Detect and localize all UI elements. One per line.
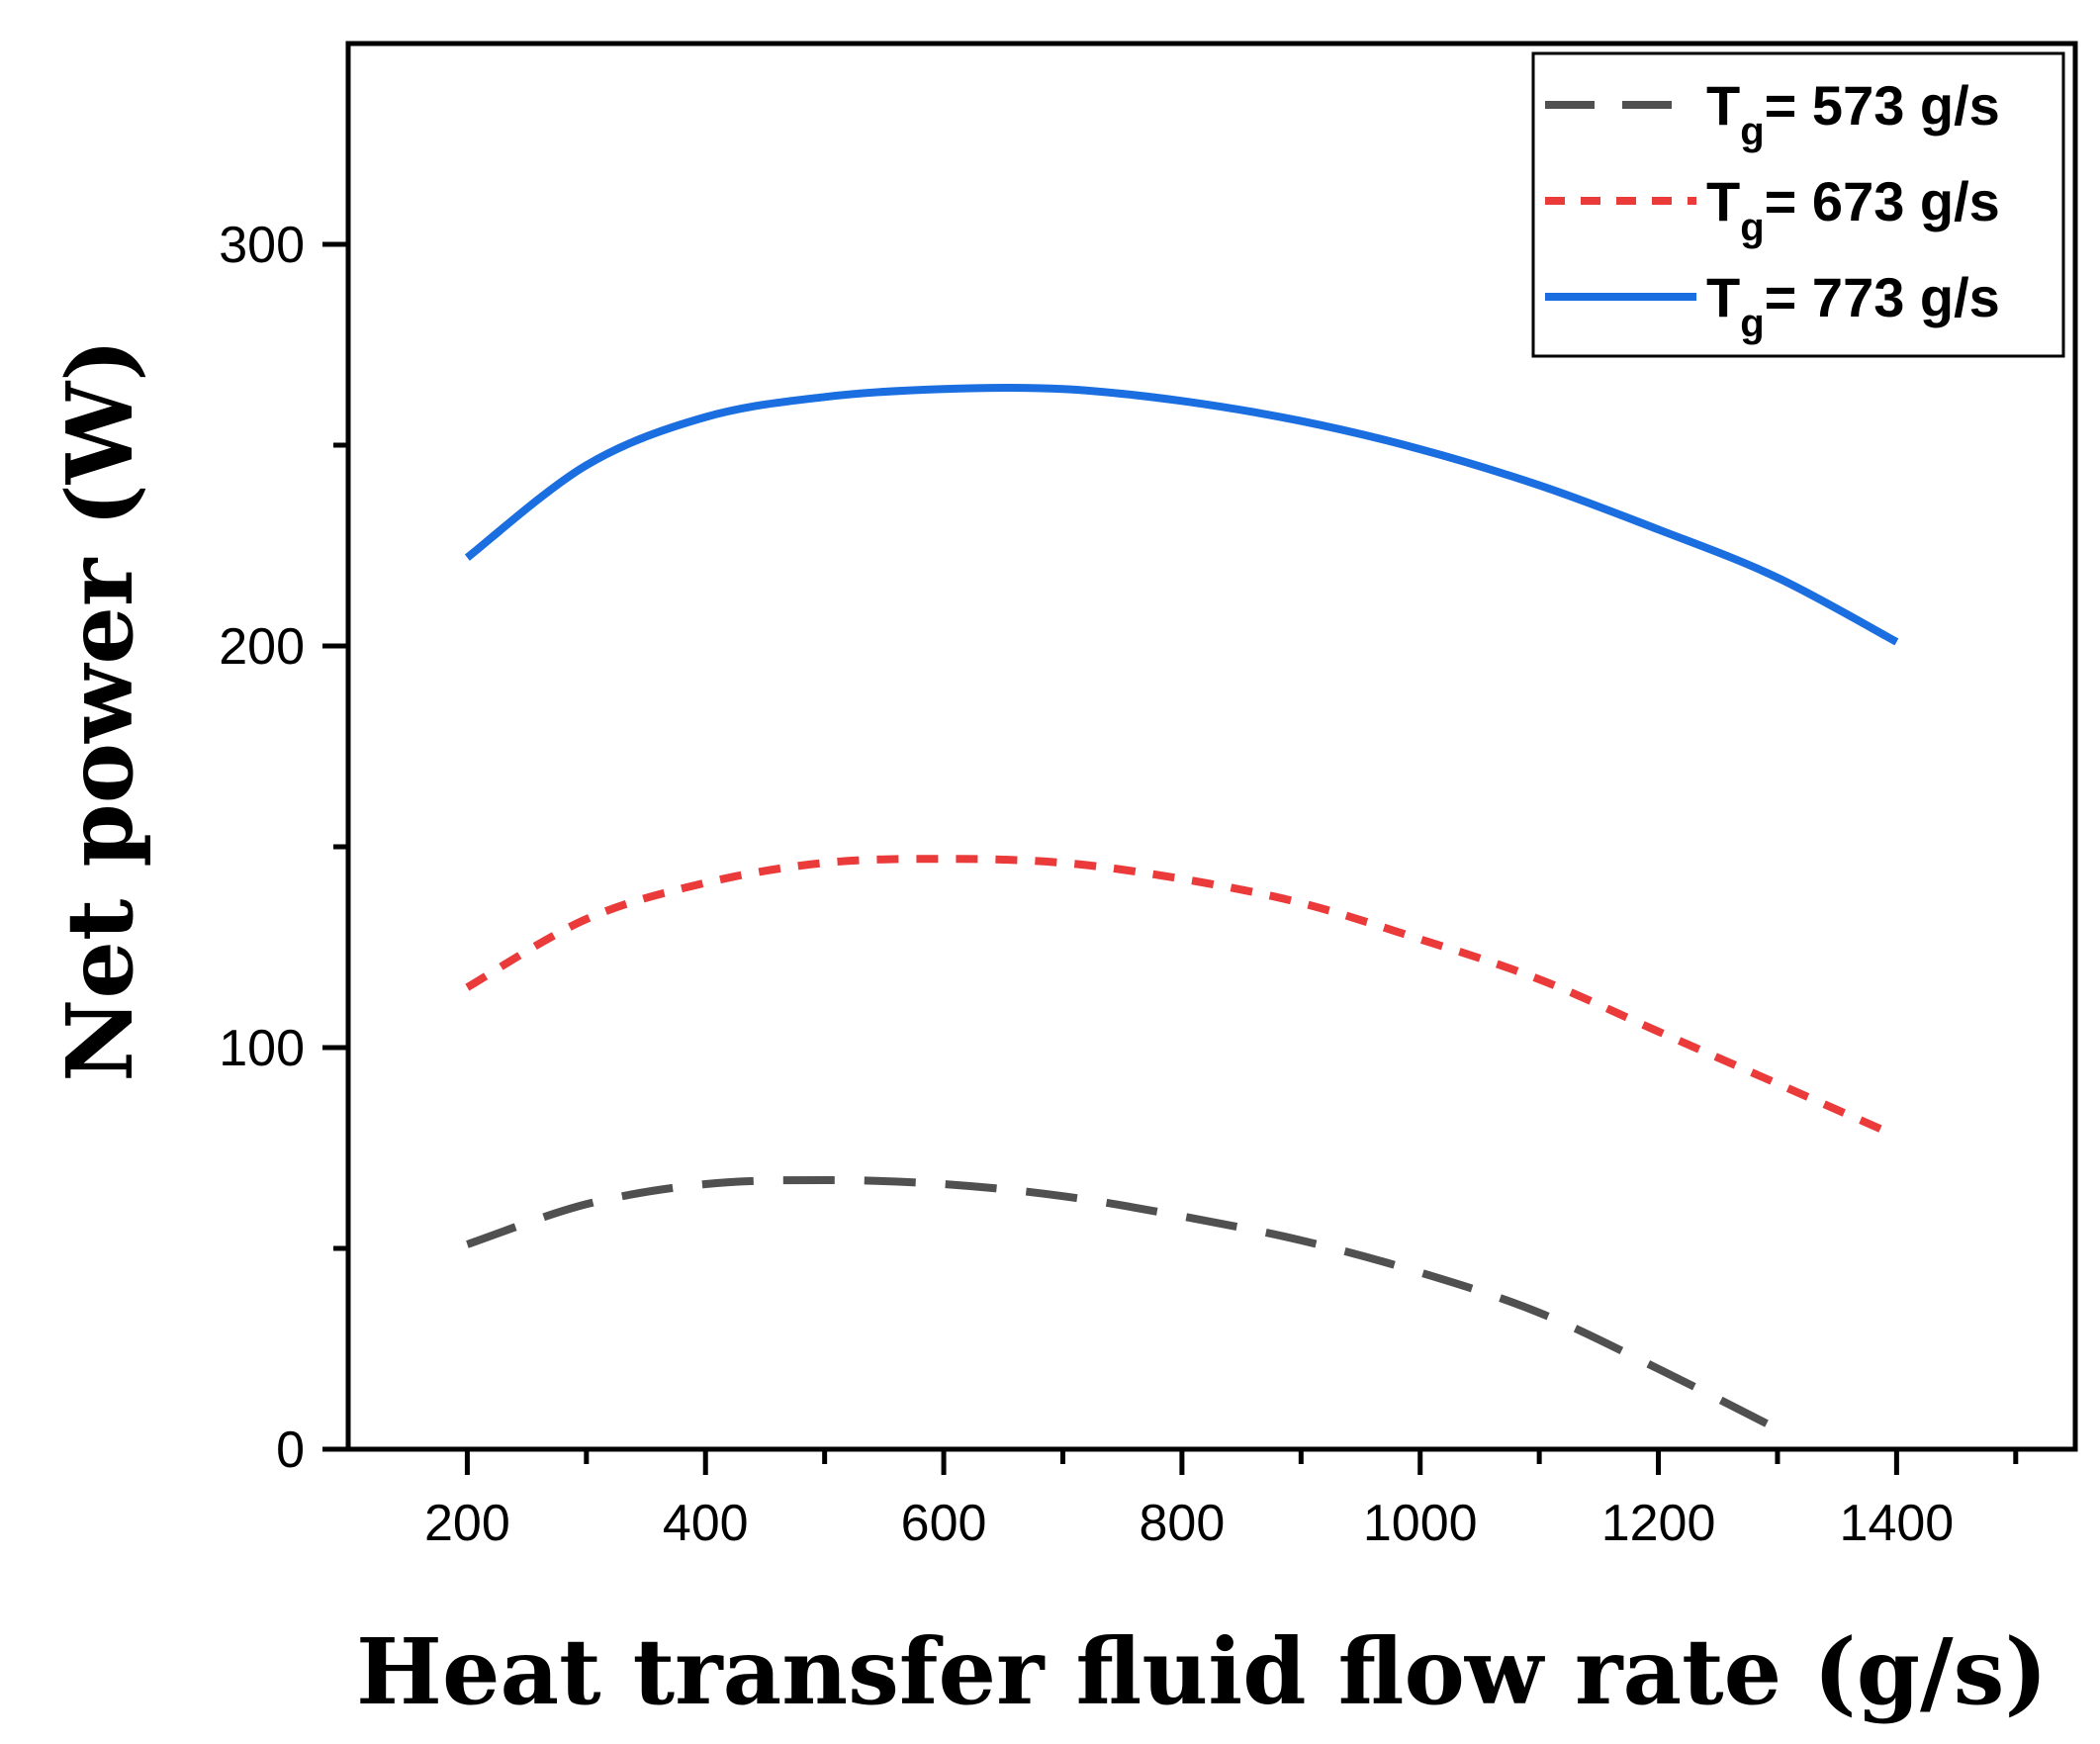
- y-tick-label: 200: [219, 618, 305, 676]
- x-axis-title: Heat transfer fluid flow rate (g/s): [356, 1618, 2048, 1725]
- x-tick-label: 1200: [1601, 1495, 1716, 1552]
- x-tick-label: 600: [901, 1495, 987, 1552]
- axis-ticks: [322, 241, 2019, 1475]
- legend: Tg= 573 g/s Tg= 673 g/s Tg= 773 g/s: [1531, 51, 2065, 358]
- x-tick-label: 1400: [1840, 1495, 1955, 1552]
- x-tick-label: 400: [663, 1495, 749, 1552]
- plot-lines: [464, 383, 1899, 1433]
- series-line-3: [464, 383, 1899, 646]
- y-tick-label: 100: [219, 1020, 305, 1077]
- legend-label-1: Tg= 573 g/s: [1706, 74, 2000, 153]
- x-tick-label: 1000: [1363, 1495, 1478, 1552]
- legend-label-3: Tg= 773 g/s: [1706, 266, 2000, 345]
- plot-frame: [345, 41, 2078, 1452]
- y-tick-label: 0: [276, 1422, 305, 1479]
- y-axis-title: Net power (W): [46, 338, 153, 1081]
- legend-label-2: Tg= 673 g/s: [1706, 170, 2000, 249]
- x-tick-label: 200: [424, 1495, 510, 1552]
- x-tick-label: 800: [1140, 1495, 1226, 1552]
- y-tick-label: 300: [219, 217, 305, 274]
- series-line-1: [466, 1175, 1780, 1433]
- series-line-2: [465, 855, 1899, 1140]
- axis-tick-labels: 200 400 600 800 1000 1200 1400 0 100 200 300: [219, 217, 1954, 1552]
